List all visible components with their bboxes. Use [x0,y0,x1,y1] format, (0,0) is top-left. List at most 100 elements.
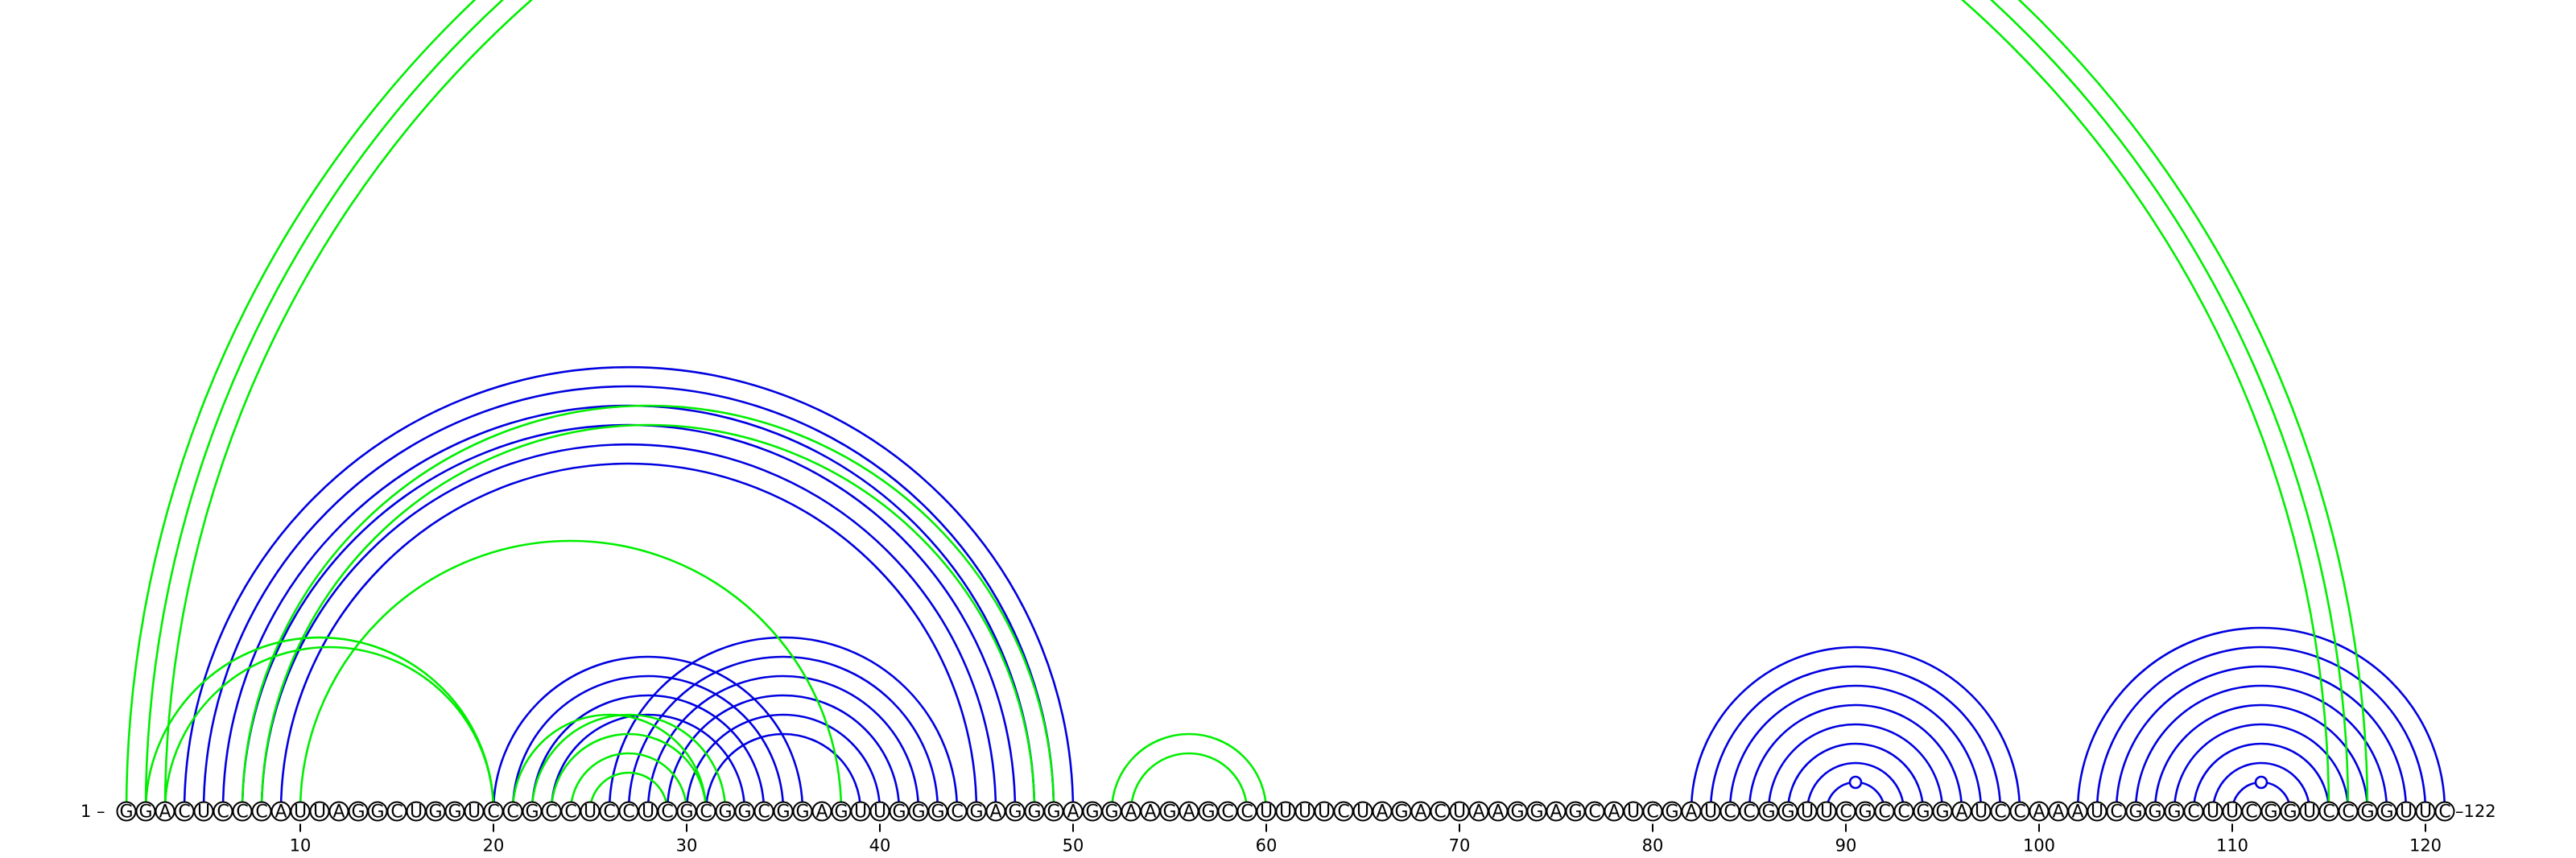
blue-pair-arc [2115,665,2408,812]
nucleotide-letter: C [2187,802,2199,823]
nucleotide-letter: G [2360,802,2374,823]
nucleotide-letter: C [1897,802,1909,823]
nucleotide-letter: G [718,802,732,823]
nucleotide-letter: C [661,802,673,823]
nucleotide-letter: G [2283,802,2297,823]
nucleotide-letter: U [2091,802,2103,823]
nucleotide-letter: U [1704,802,1717,823]
nucleotide-letter: G [1510,802,1524,823]
green-pair-arc [163,646,495,812]
nucleotide-letter: U [584,802,597,823]
nucleotide-letter: G [1046,802,1060,823]
nucleotide-letter: C [1337,802,1349,823]
nucleotide-letter: U [1260,802,1273,823]
nucleotide-letter: G [2148,802,2161,823]
nucleotide-letter: G [737,802,751,823]
nucleotide-letter: A [989,802,1001,823]
nucleotide-letter: U [313,802,326,823]
nucleotide-letter: A [1376,802,1388,823]
axis-tick-label: 80 [1642,836,1664,856]
nucleotide-letter: C [217,802,229,823]
blue-pair-arc [2134,684,2388,812]
nucleotide-letter: C [758,802,770,823]
blue-pair-arc [492,655,804,812]
green-pair-arc [241,404,1055,812]
nucleotide-letter: G [834,802,848,823]
nucleotide-letter: A [1608,802,1620,823]
nucleotide-letter: U [1453,802,1466,823]
nucleotide-letter: G [931,802,944,823]
green-pair-arc [125,0,2369,812]
nucleotide-letter: C [700,802,712,823]
nucleotide-letter: U [2207,802,2219,823]
bulge-marker [2254,775,2268,790]
nucleotide-letter: C [622,802,634,823]
nucleotide-letter: G [351,802,365,823]
nucleotide-letter: G [892,802,906,823]
axis-tick-label: 90 [1835,836,1857,856]
nucleotide-letter: U [2419,802,2432,823]
nucleotide-letter: U [410,802,423,823]
nucleotide-letter: C [1241,802,1253,823]
blue-pair-arc [1690,646,2021,812]
axis-tick-label: 20 [483,836,505,856]
blue-pair-arc [1806,761,1905,812]
nucleotide-letter: G [1530,802,1543,823]
nucleotide-letter: C [564,802,576,823]
nucleotide-letter: A [1685,802,1697,823]
nucleotide-letter: C [2322,802,2334,823]
nucleotide-letter: C [603,802,615,823]
nucleotide-letter: G [911,802,925,823]
blue-pair-arc [1748,703,1963,812]
base-pair-arcs [125,0,2446,812]
nucleotide-letter: A [815,802,828,823]
nucleotide-letter: U [197,802,210,823]
nucleotide-letter: G [2264,802,2277,823]
nucleotide-letter: C [390,802,402,823]
nucleotide-letter: U [2226,802,2239,823]
blue-pair-arc [2192,742,2330,812]
nucleotide-letter: C [1994,802,2006,823]
nucleotide-letter: C [1878,802,1890,823]
blue-pair-arc [221,404,1036,812]
nucleotide-letter: C [236,802,248,823]
axis-tick-label: 10 [290,836,312,856]
blue-pair-arc [2095,646,2427,812]
green-pair-arc [1110,732,1268,812]
nucleotide-letter: C [2245,802,2257,823]
nucleotide-letter: G [776,802,790,823]
nucleotide-letter: U [1356,802,1369,823]
nucleotide-letter: G [2380,802,2393,823]
nucleotide-letter: G [138,802,152,823]
blue-pair-arc [260,443,997,812]
nucleotide-letter: G [1761,802,1775,823]
nucleotide-letter: C [506,802,518,823]
nucleotide-letter: C [1646,802,1658,823]
nucleotide-letter: G [1665,802,1678,823]
nucleotide-letter: A [1125,802,1137,823]
blue-pair-arc [704,732,862,812]
nucleotide-letter: A [2052,802,2064,823]
nucleotide-letter: U [294,802,307,823]
blue-pair-arc [627,655,939,812]
blue-pair-arc [550,713,746,812]
nucleotide-letter: G [1394,802,1408,823]
nucleotide-letter: U [2303,802,2316,823]
nucleotide-letter: A [1144,802,1156,823]
nucleotide-letter: G [428,802,442,823]
green-pair-arc [144,636,495,812]
blue-pair-arc [511,674,785,812]
nucleotide-letter: A [1550,802,1562,823]
axis-tick-label: 40 [869,836,891,856]
green-pair-arc [163,0,2330,812]
green-pair-arc [1129,752,1249,812]
nucleotide-letter: U [1318,802,1331,823]
nucleotide-letter: A [159,802,171,823]
green-pair-arc [299,539,843,812]
position-axis: 10 20 30 40 50 60 70 80 90 100 110 120 [290,823,2442,856]
nucleotide-letter: A [2071,802,2083,823]
nucleotide-letter: U [1627,802,1640,823]
nucleotide-letter: A [1472,802,1484,823]
